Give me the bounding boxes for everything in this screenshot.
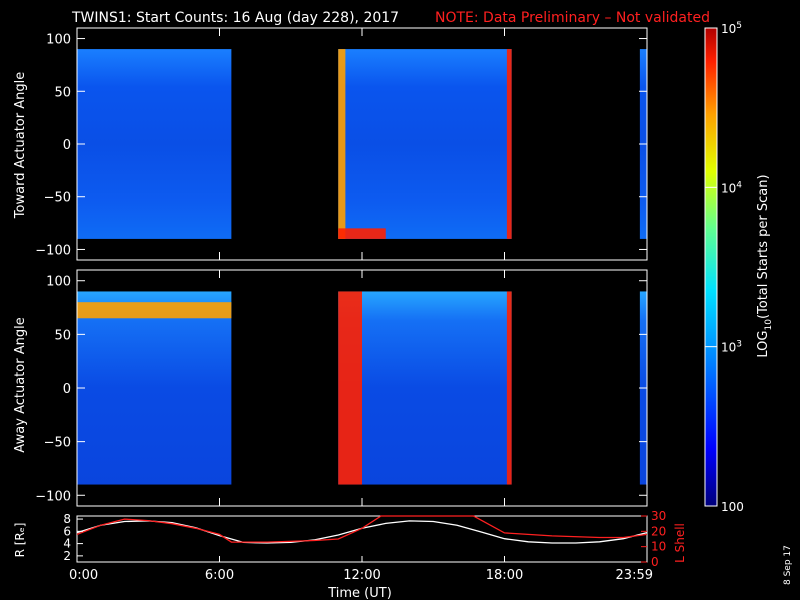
colorbar-tick-label: 103 <box>721 340 742 355</box>
colorbar-label: LOG10(Total Starts per Scan) <box>756 174 774 357</box>
xtick-label: 18:00 <box>486 568 523 583</box>
ytick-label: 100 <box>46 275 71 290</box>
left-ytick-label: 2 <box>63 549 71 563</box>
highlight-region <box>506 291 512 485</box>
colorbar: 105 104 103 100 <box>704 21 744 514</box>
right-ytick-label: 10 <box>651 540 666 554</box>
right-ytick-label: 20 <box>651 524 666 538</box>
left-ytick-label: 8 <box>63 512 71 526</box>
ytick-label: −50 <box>44 436 71 451</box>
data-interval <box>338 49 512 239</box>
ytick-label: 100 <box>46 33 71 48</box>
right-ytick-label: 30 <box>651 509 666 523</box>
date-stamp: 8 Sep 17 <box>783 545 793 585</box>
preliminary-note: NOTE: Data Preliminary – Not validated <box>435 10 710 26</box>
plot-title: TWINS1: Start Counts: 16 Aug (day 228), … <box>71 10 399 26</box>
highlight-region <box>77 302 232 319</box>
ytick-label: −100 <box>35 243 71 258</box>
left-ytick-label: 4 <box>63 537 71 551</box>
colorbar-tick-label: 105 <box>721 21 742 36</box>
radius-line <box>76 520 648 544</box>
xtick-label: 0:00 <box>69 568 98 583</box>
ytick-label: −100 <box>35 489 71 504</box>
ytick-label: 50 <box>54 85 71 100</box>
data-interval <box>338 291 512 485</box>
left-ytick-label: 6 <box>63 524 71 538</box>
xtick-label: 6:00 <box>205 568 234 583</box>
lshell-line <box>76 515 648 543</box>
x-axis-label: Time (UT) <box>327 586 392 600</box>
highlight-region <box>338 228 386 239</box>
highlight-region <box>506 49 512 239</box>
ytick-label: 0 <box>63 138 71 153</box>
colorbar-scale <box>704 27 718 507</box>
toward-panel: 100 50 0 −50 −100 <box>35 27 648 261</box>
ytick-label: 50 <box>54 328 71 343</box>
ytick-label: −50 <box>44 191 71 206</box>
toward-ylabel: Toward Actuator Angle <box>13 72 28 219</box>
highlight-region <box>338 49 346 239</box>
colorbar-tick-label: 104 <box>721 180 742 195</box>
data-interval <box>77 49 232 239</box>
orbit-left-ylabel: R [Rₑ] <box>13 523 27 558</box>
away-ylabel: Away Actuator Angle <box>13 317 28 452</box>
right-ytick-label: 0 <box>651 555 659 569</box>
ytick-label: 0 <box>63 382 71 397</box>
highlight-region <box>338 291 362 485</box>
data-interval <box>77 291 232 485</box>
xtick-label: 23:59 <box>616 568 653 583</box>
xtick-label: 12:00 <box>343 568 380 583</box>
away-panel: 100 50 0 −50 −100 <box>35 269 648 507</box>
orbit-right-ylabel: L Shell <box>673 523 687 563</box>
colorbar-tick-label: 100 <box>721 500 744 514</box>
